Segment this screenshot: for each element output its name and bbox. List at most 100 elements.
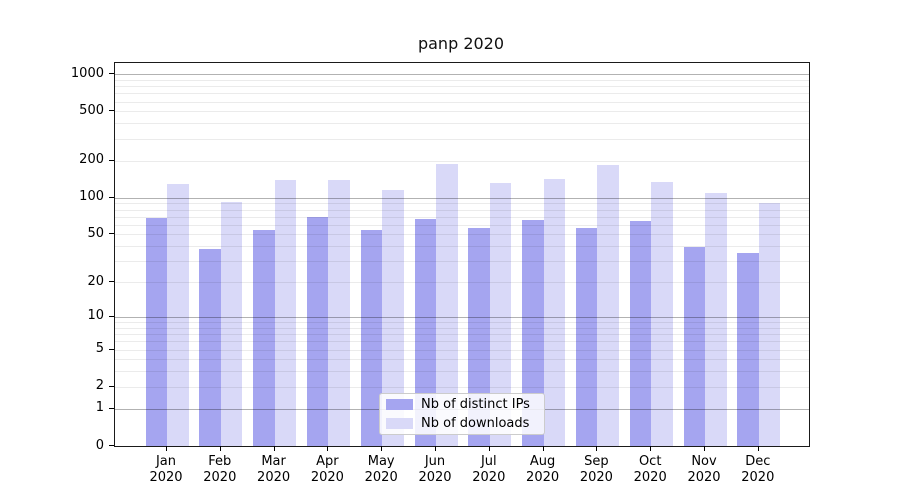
bar-downloads-aug [543, 178, 566, 446]
gridline-major-1000 [115, 74, 809, 76]
y-tick-mark-1 [109, 407, 114, 409]
bar-downloads-dec [758, 203, 781, 446]
bar-distinct-ips-feb [199, 248, 221, 446]
x-tick-mark-mar [273, 446, 275, 451]
x-tick-label-mar: Mar 2020 [257, 454, 291, 485]
gridline-minor-700 [115, 93, 809, 95]
gridline-minor-5 [115, 349, 809, 351]
x-tick-label-jan: Jan 2020 [149, 454, 183, 485]
gridline-minor-80 [115, 209, 809, 211]
bar-distinct-ips-jul [468, 228, 490, 446]
legend-row-downloads: Nb of downloads [386, 415, 538, 432]
bars-layer [115, 63, 809, 446]
x-tick-label-jun: Jun 2020 [418, 454, 452, 485]
gridline-minor-4 [115, 359, 809, 361]
gridline-minor-300 [115, 138, 809, 140]
bar-downloads-oct [651, 182, 673, 446]
bar-distinct-ips-jun [414, 218, 436, 446]
x-tick-label-sep: Sep 2020 [579, 454, 613, 485]
y-tick-label-20: 20 [87, 273, 104, 289]
legend: Nb of distinct IPs Nb of downloads [379, 393, 545, 435]
gridlines-layer [115, 63, 809, 446]
y-tick-label-5: 5 [95, 341, 104, 357]
bar-distinct-ips-may [360, 230, 383, 446]
bar-downloads-nov [705, 193, 727, 446]
bar-distinct-ips-sep [575, 228, 598, 446]
gridline-minor-40 [115, 246, 809, 248]
bar-downloads-feb [220, 201, 243, 446]
gridline-minor-500 [115, 111, 809, 113]
gridline-minor-800 [115, 86, 809, 88]
x-tick-label-aug: Aug 2020 [526, 454, 560, 485]
y-tick-mark-2 [109, 385, 114, 387]
x-tick-label-nov: Nov 2020 [687, 454, 721, 485]
x-tick-mark-aug [542, 446, 544, 451]
x-tick-label-may: May 2020 [364, 454, 398, 485]
gridline-minor-3 [115, 371, 809, 373]
bar-distinct-ips-mar [253, 230, 275, 446]
y-tick-label-1000: 1000 [70, 65, 104, 81]
y-tick-mark-20 [109, 281, 114, 283]
x-tick-mark-sep [596, 446, 598, 451]
gridline-minor-20 [115, 282, 809, 284]
bar-downloads-jan [167, 183, 189, 446]
chart-title: panp 2020 [417, 34, 505, 53]
bar-downloads-apr [328, 180, 350, 446]
plot-area [114, 62, 810, 447]
bar-downloads-may [382, 190, 404, 446]
x-tick-mark-feb [219, 446, 221, 451]
gridline-minor-600 [115, 101, 809, 103]
x-tick-label-dec: Dec 2020 [741, 454, 775, 485]
gridline-minor-70 [115, 216, 809, 218]
gridline-minor-400 [115, 123, 809, 125]
gridline-major-100 [115, 197, 809, 199]
gridline-minor-90 [115, 203, 809, 205]
x-tick-mark-jan [166, 446, 167, 451]
y-tick-label-1: 1 [95, 400, 104, 416]
y-tick-mark-100 [109, 196, 114, 198]
x-tick-mark-apr [327, 446, 329, 451]
gridline-minor-30 [115, 261, 809, 263]
gridline-minor-200 [115, 160, 809, 162]
y-tick-mark-0 [109, 445, 114, 446]
bar-downloads-jun [436, 164, 458, 446]
gridline-minor-7 [115, 334, 809, 336]
bar-distinct-ips-aug [522, 219, 544, 446]
y-tick-label-500: 500 [79, 102, 104, 118]
x-tick-mark-oct [650, 446, 652, 451]
x-tick-mark-dec [757, 446, 759, 451]
x-tick-mark-jul [488, 446, 490, 451]
bar-downloads-sep [597, 165, 619, 446]
legend-row-distinct-ips: Nb of distinct IPs [386, 396, 538, 413]
y-tick-label-200: 200 [79, 152, 104, 167]
x-tick-mark-may [381, 446, 383, 451]
legend-label-downloads: Nb of downloads [421, 416, 530, 431]
y-tick-label-2: 2 [95, 378, 104, 394]
bar-distinct-ips-nov [683, 247, 705, 446]
gridline-major-10 [115, 316, 809, 318]
bar-downloads-mar [274, 180, 297, 446]
x-tick-mark-nov [704, 446, 705, 451]
legend-swatch-downloads [386, 418, 413, 429]
gridline-minor-6 [115, 341, 809, 343]
gridline-minor-60 [115, 224, 809, 226]
gridline-minor-900 [115, 79, 809, 81]
gridline-minor-50 [115, 234, 809, 236]
x-tick-label-apr: Apr 2020 [310, 454, 344, 485]
y-tick-mark-500 [109, 110, 114, 112]
bar-distinct-ips-oct [629, 221, 652, 446]
bar-distinct-ips-apr [306, 216, 329, 446]
bar-downloads-jul [489, 182, 512, 446]
y-tick-mark-1000 [109, 73, 114, 75]
gridline-minor-8 [115, 327, 809, 329]
y-tick-label-100: 100 [79, 189, 104, 205]
bar-distinct-ips-dec [737, 253, 759, 446]
bar-distinct-ips-jan [145, 218, 167, 446]
x-tick-label-jul: Jul 2020 [472, 454, 506, 485]
y-tick-label-10: 10 [87, 308, 104, 324]
y-tick-label-0: 0 [95, 437, 104, 453]
y-tick-label-50: 50 [87, 225, 104, 241]
gridline-minor-2 [115, 386, 809, 388]
legend-label-distinct-ips: Nb of distinct IPs [421, 397, 530, 412]
